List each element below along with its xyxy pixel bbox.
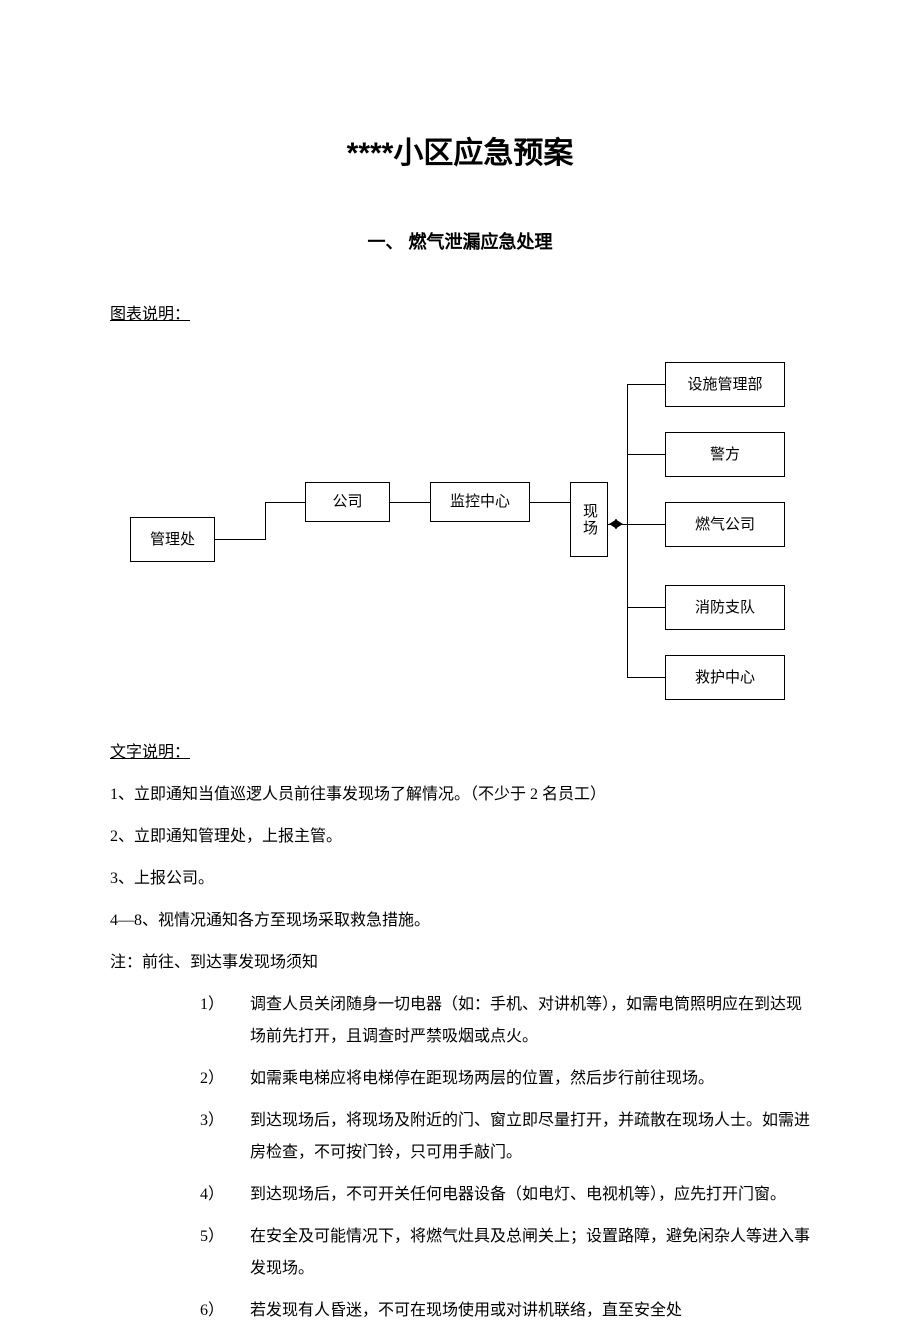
connector-line [265, 502, 305, 503]
sub-num: 5） [200, 1221, 224, 1253]
connector-line [627, 677, 665, 678]
text-label: 文字说明： [110, 737, 810, 769]
sub-text: 在安全及可能情况下，将燃气灶具及总闸关上；设置路障，避免闲杂人等进入事发现场。 [250, 1228, 810, 1277]
node-monitor: 监控中心 [430, 482, 530, 522]
sub-num: 2） [200, 1063, 224, 1095]
section-heading: 一、 燃气泄漏应急处理 [110, 228, 810, 257]
connector-line [627, 384, 628, 677]
diagram-label: 图表说明： [110, 302, 810, 328]
instruction-item: 注：前往、到达事发现场须知 [110, 947, 810, 979]
node-police: 警方 [665, 432, 785, 477]
connector-line [627, 454, 665, 455]
connector-line [530, 502, 570, 503]
sub-text: 调查人员关闭随身一切电器（如：手机、对讲机等），如需电筒照明应在到达现场前先打开… [250, 996, 802, 1045]
connector-line [265, 502, 266, 540]
connector-line [627, 524, 665, 525]
node-gas: 燃气公司 [665, 502, 785, 547]
sub-instruction-item: 5） 在安全及可能情况下，将燃气灶具及总闸关上；设置路障，避免闲杂人等进入事发现场… [200, 1221, 810, 1285]
node-scene-label: 现场 [577, 503, 601, 537]
instruction-item: 2、立即通知管理处，上报主管。 [110, 821, 810, 853]
connector-line [627, 384, 665, 385]
connector-line [215, 539, 265, 540]
node-management: 管理处 [130, 517, 215, 562]
text-content: 文字说明： 1、立即通知当值巡逻人员前往事发现场了解情况。（不少于 2 名员工）… [110, 737, 810, 1327]
flowchart-diagram: 管理处 公司 监控中心 现场 设施管理部 警方 燃气公司 消防支队 救护中心 [110, 337, 810, 707]
sub-text: 若发现有人昏迷，不可在现场使用或对讲机联络，直至安全处 [250, 1302, 682, 1319]
instruction-item: 3、上报公司。 [110, 863, 810, 895]
sub-instruction-item: 1） 调查人员关闭随身一切电器（如：手机、对讲机等），如需电筒照明应在到达现场前先… [200, 989, 810, 1053]
instruction-item: 1、立即通知当值巡逻人员前往事发现场了解情况。（不少于 2 名员工） [110, 779, 810, 811]
sub-num: 1） [200, 989, 224, 1021]
sub-instruction-item: 6） 若发现有人昏迷，不可在现场使用或对讲机联络，直至安全处 [200, 1295, 810, 1327]
node-facility: 设施管理部 [665, 362, 785, 407]
document-title: ****小区应急预案 [110, 130, 810, 178]
arrow-icon [609, 519, 617, 529]
node-company: 公司 [305, 482, 390, 522]
sub-text: 到达现场后，不可开关任何电器设备（如电灯、电视机等），应先打开门窗。 [250, 1186, 786, 1203]
connector-line [390, 502, 430, 503]
section-number: 一、 [367, 232, 403, 252]
sub-num: 6） [200, 1295, 224, 1327]
sub-text: 如需乘电梯应将电梯停在距现场两层的位置，然后步行前往现场。 [250, 1070, 714, 1087]
sub-instruction-list: 1） 调查人员关闭随身一切电器（如：手机、对讲机等），如需电筒照明应在到达现场前先… [110, 989, 810, 1327]
sub-num: 4） [200, 1179, 224, 1211]
sub-num: 3） [200, 1105, 224, 1137]
sub-instruction-item: 3） 到达现场后，将现场及附近的门、窗立即尽量打开，并疏散在现场人士。如需进房检查… [200, 1105, 810, 1169]
sub-text: 到达现场后，将现场及附近的门、窗立即尽量打开，并疏散在现场人士。如需进房检查，不… [250, 1112, 810, 1161]
instruction-item: 4—8、视情况通知各方至现场采取救急措施。 [110, 905, 810, 937]
section-title: 燃气泄漏应急处理 [409, 232, 553, 252]
connector-line [627, 607, 665, 608]
node-scene: 现场 [570, 482, 608, 557]
sub-instruction-item: 2） 如需乘电梯应将电梯停在距现场两层的位置，然后步行前往现场。 [200, 1063, 810, 1095]
node-fire: 消防支队 [665, 585, 785, 630]
sub-instruction-item: 4） 到达现场后，不可开关任何电器设备（如电灯、电视机等），应先打开门窗。 [200, 1179, 810, 1211]
node-rescue: 救护中心 [665, 655, 785, 700]
